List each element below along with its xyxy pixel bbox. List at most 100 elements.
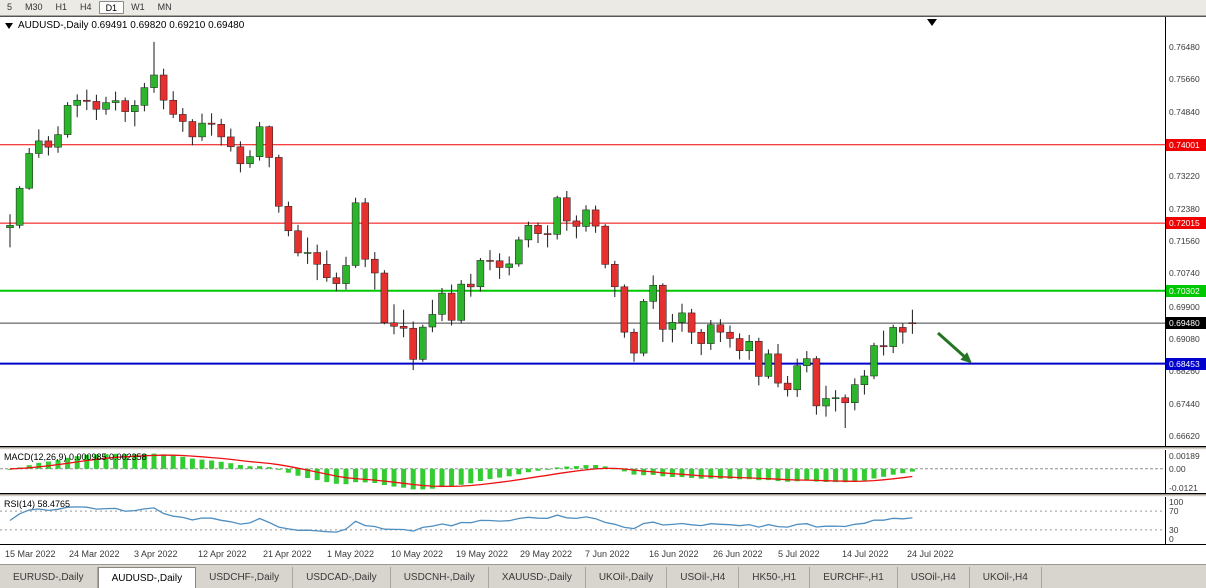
candle <box>457 280 465 324</box>
pane-splitter[interactable] <box>0 447 1206 450</box>
macd-bar <box>343 468 349 485</box>
price-tag-0.70302: 0.70302 <box>1166 285 1206 297</box>
candle <box>563 191 571 231</box>
macd-bar <box>765 468 771 481</box>
candle <box>217 118 225 146</box>
candle <box>265 125 273 168</box>
macd-bar <box>401 468 407 488</box>
candle <box>591 205 600 233</box>
price-axis[interactable]: 0.76480 0.75660 0.74840 0.73220 0.72380 0.715… <box>1166 17 1206 446</box>
macd-bar <box>26 465 32 469</box>
macd-bar <box>468 468 474 484</box>
tab-ukoil-daily[interactable]: UKOil-,Daily <box>586 567 668 588</box>
chart-shift-marker-icon[interactable] <box>927 19 937 26</box>
timeframe-button-w1[interactable]: W1 <box>131 2 145 12</box>
macd-bar <box>381 468 387 485</box>
rsi-row: RSI(14) 58.4765 100 70 30 0 <box>0 497 1206 545</box>
date-label: 24 Mar 2022 <box>69 549 120 559</box>
candle <box>678 303 686 332</box>
candle <box>246 150 254 168</box>
macd-bar <box>641 468 647 476</box>
candle <box>159 68 168 110</box>
date-axis[interactable]: 15 Mar 2022 24 Mar 2022 3 Apr 2022 12 Apr 2… <box>0 545 1206 565</box>
macd-bar <box>228 463 234 469</box>
macd-pane[interactable]: MACD(12,26,9) 0.000985 0.002358 <box>0 450 1166 493</box>
macd-bar <box>84 455 90 469</box>
macd-bar <box>314 468 320 481</box>
candle <box>419 324 427 362</box>
macd-axis-label: 0.00 <box>1169 464 1186 474</box>
candle <box>726 325 734 348</box>
timeframe-button-5[interactable]: 5 <box>7 2 13 12</box>
trend-arrow-annotation[interactable] <box>937 331 972 364</box>
date-label: 5 Jul 2022 <box>778 549 820 559</box>
candle <box>140 82 149 112</box>
tab-ukoil-h4[interactable]: UKOil-,H4 <box>970 567 1042 588</box>
price-chart-canvas[interactable] <box>0 17 1165 445</box>
macd-bar <box>708 468 714 479</box>
candle <box>687 308 696 344</box>
tab-usdcad-daily[interactable]: USDCAD-,Daily <box>293 567 391 588</box>
rsi-pane[interactable]: RSI(14) 58.4765 <box>0 497 1166 544</box>
tab-usdchf-daily[interactable]: USDCHF-,Daily <box>196 567 294 588</box>
candle <box>735 333 744 360</box>
macd-bar <box>372 468 378 483</box>
macd-bar <box>506 468 512 477</box>
price-tick: 0.70740 <box>1169 268 1200 278</box>
macd-axis-label: 0.00189 <box>1169 451 1200 461</box>
macd-bar <box>458 468 464 485</box>
candle <box>198 113 206 141</box>
rsi-axis[interactable]: 100 70 30 0 <box>1166 497 1206 544</box>
tab-xauusd-daily[interactable]: XAUUSD-,Daily <box>489 567 586 588</box>
tab-audusd-daily[interactable]: AUDUSD-,Daily <box>97 567 197 588</box>
candle <box>764 349 773 379</box>
macd-bar <box>545 468 551 470</box>
timeframe-button-h4[interactable]: H4 <box>80 2 92 12</box>
candle <box>467 273 475 297</box>
candle <box>361 198 369 268</box>
candle <box>639 299 648 357</box>
candle <box>169 91 177 118</box>
macd-signal-line <box>9 454 913 488</box>
date-label: 12 Apr 2022 <box>198 549 247 559</box>
tab-eurchf-h1[interactable]: EURCHF-,H1 <box>810 567 898 588</box>
macd-row: MACD(12,26,9) 0.000985 0.002358 0.00189 0… <box>0 450 1206 494</box>
candle <box>179 108 187 132</box>
price-tick: 0.66620 <box>1169 431 1200 441</box>
price-pane[interactable]: AUDUSD-,Daily 0.69491 0.69820 0.69210 0.… <box>0 17 1166 446</box>
tab-eurusd-daily[interactable]: EURUSD-,Daily <box>0 567 98 588</box>
macd-bar <box>842 468 848 483</box>
macd-bar <box>353 468 359 483</box>
date-label: 15 Mar 2022 <box>5 549 56 559</box>
pane-splitter[interactable] <box>0 494 1206 497</box>
candle <box>275 154 283 213</box>
timeframe-button-d1[interactable]: D1 <box>98 1 125 14</box>
tab-usdcnh-daily[interactable]: USDCNH-,Daily <box>391 567 489 588</box>
candle <box>476 258 485 292</box>
candle <box>150 41 158 93</box>
tab-hk50-h1[interactable]: HK50-,H1 <box>739 567 811 588</box>
candle <box>553 195 561 240</box>
candle <box>889 324 897 354</box>
tab-usoil-h4[interactable]: USOil-,H4 <box>667 567 740 588</box>
candle <box>399 309 408 338</box>
candle <box>505 256 513 276</box>
macd-axis[interactable]: 0.00189 0.00 -0.0121 <box>1166 450 1206 493</box>
tab-usoil-h4[interactable]: USOil-,H4 <box>898 567 970 588</box>
candle <box>534 222 542 243</box>
candle <box>572 215 581 239</box>
timeframe-button-m30[interactable]: M30 <box>25 2 43 12</box>
price-tick: 0.68260 <box>1169 366 1200 376</box>
candle <box>774 344 782 388</box>
macd-bar <box>602 466 608 469</box>
price-tick: 0.74840 <box>1169 107 1200 117</box>
price-tag-0.74001: 0.74001 <box>1166 139 1206 151</box>
macd-bar <box>103 454 109 469</box>
macd-bar <box>785 468 791 482</box>
candle <box>620 284 629 338</box>
timeframe-button-mn[interactable]: MN <box>157 2 172 12</box>
macd-bar <box>679 468 685 478</box>
macd-bar <box>535 468 541 471</box>
timeframe-button-h1[interactable]: H1 <box>55 2 68 12</box>
macd-bar <box>593 465 599 469</box>
